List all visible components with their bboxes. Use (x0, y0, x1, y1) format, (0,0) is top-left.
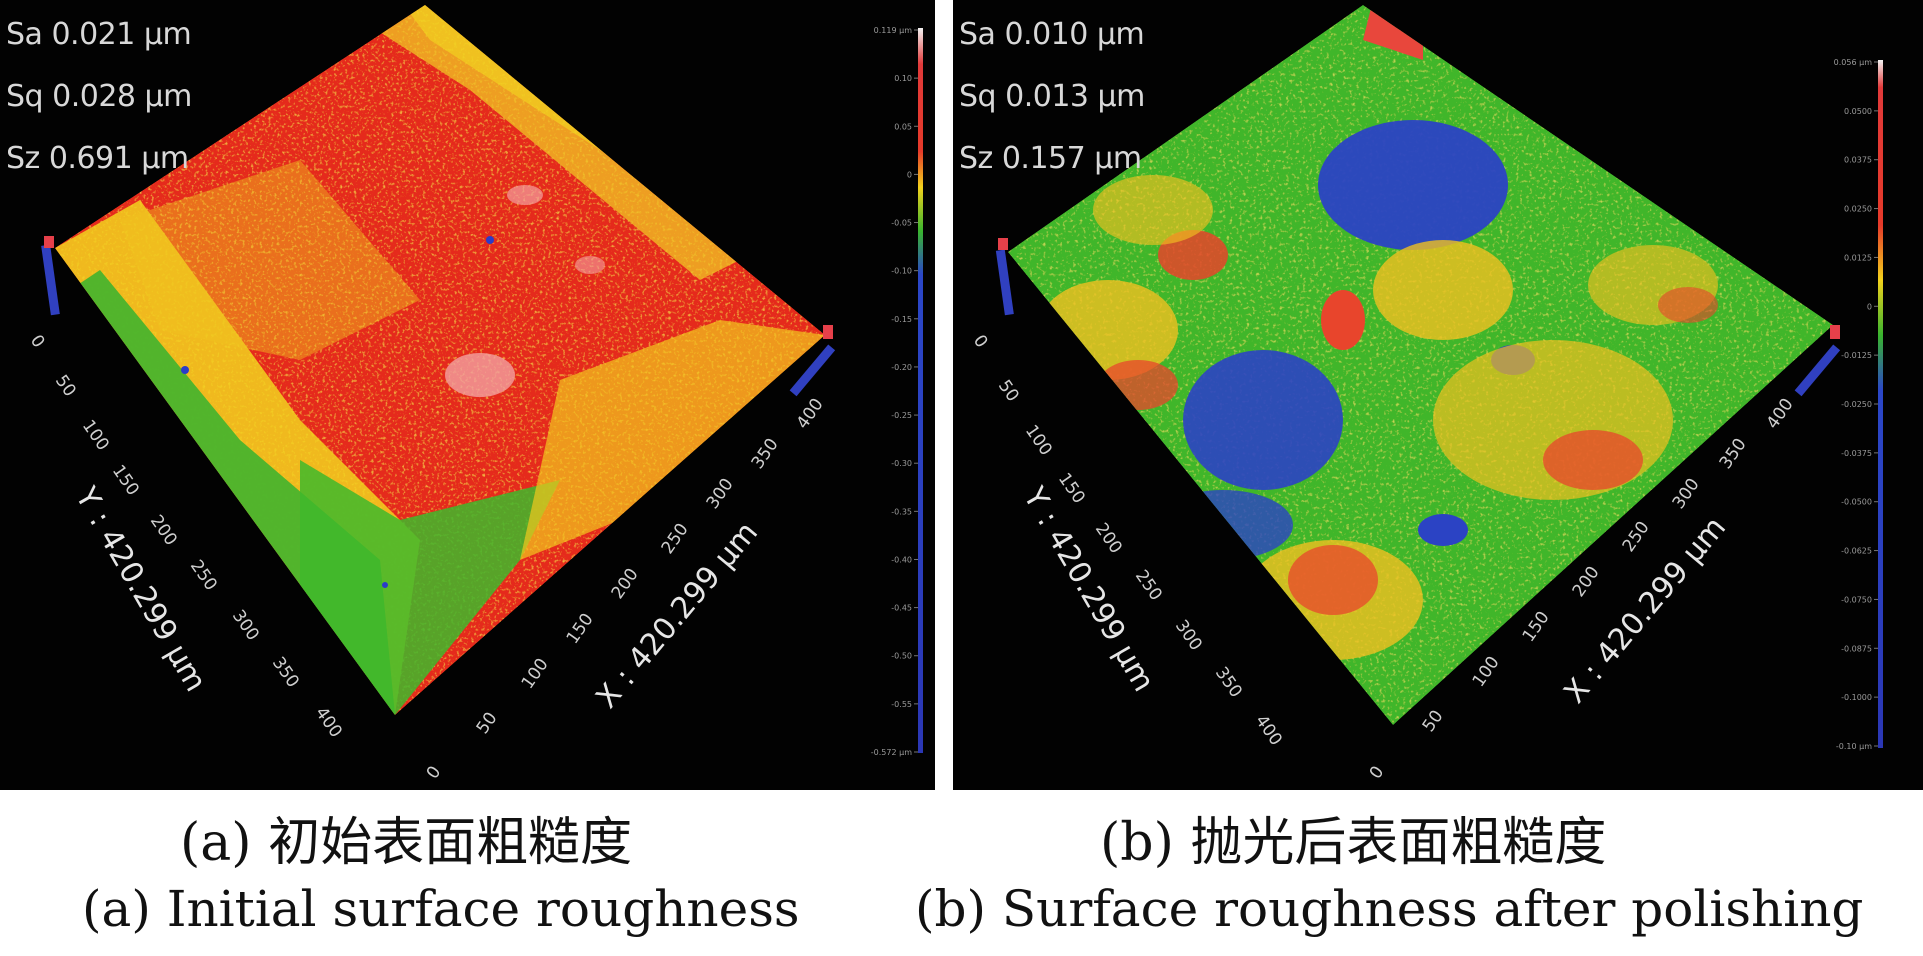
colorbar-tick-label: -0.1000 (1841, 693, 1872, 702)
caption-zh-b: (b) 抛光后表面粗糙度 (1100, 813, 1607, 873)
colorbar-tick-label: -0.45 (891, 604, 912, 613)
x-tick: 350 (748, 435, 783, 473)
y-tick: 250 (186, 556, 221, 594)
colorbar-tick-label: -0.15 (891, 315, 912, 324)
x-tick: 150 (563, 610, 598, 648)
sq-value: Sq 0.028 μm (6, 79, 192, 114)
colorbar-tick-label: 0.0250 (1844, 205, 1872, 214)
y-tick: 200 (1091, 519, 1126, 557)
roughness-stats-b: Sa 0.010 μm Sq 0.013 μm Sz 0.157 μm (959, 4, 1145, 190)
y-tick: 100 (78, 416, 113, 454)
x-tick: 50 (473, 709, 502, 738)
colorbar-tick-label: -0.50 (891, 652, 912, 661)
colorbar-tick-label: 0.056 μm (1834, 58, 1873, 67)
x-tick: 150 (1519, 608, 1554, 646)
y-tick: 150 (108, 461, 143, 499)
colorbar-tick-label: -0.0500 (1841, 498, 1872, 507)
colorbar-tick-label: -0.35 (891, 507, 912, 516)
x-tick: 400 (1763, 395, 1798, 433)
y-tick: 0 (26, 331, 49, 351)
caption-en-b: (b) Surface roughness after polishing (915, 880, 1864, 938)
y-tick: 300 (228, 606, 263, 644)
colorbar-tick-label: -0.0750 (1841, 595, 1872, 604)
surface-panel-b: 0 50 100 150 200 250 300 350 400 Y : 420… (953, 0, 1923, 790)
x-tick: 0 (1366, 763, 1389, 783)
y-tick: 250 (1131, 566, 1166, 604)
x-tick: 100 (1469, 653, 1504, 691)
axis-marker-right-b (1794, 325, 1841, 397)
colorbar-tick-label: -0.10 μm (1836, 742, 1872, 751)
roughness-stats-a: Sa 0.021 μm Sq 0.028 μm Sz 0.691 μm (6, 4, 192, 190)
colorbar-tick-label: 0.119 μm (874, 26, 913, 35)
x-tick: 300 (1669, 475, 1704, 513)
caption-zh-a: (a) 初始表面粗糙度 (180, 813, 633, 873)
x-tick: 300 (703, 475, 738, 513)
colorbar-tick-label: 0.0375 (1844, 156, 1872, 165)
x-tick: 250 (1619, 518, 1654, 556)
surface-plot-a: 0 50 100 150 200 250 300 350 400 Y : 420… (26, 5, 923, 783)
x-tick: 0 (423, 763, 446, 783)
y-tick: 50 (51, 371, 80, 400)
colorbar-tick-label: -0.0625 (1841, 547, 1872, 556)
x-tick: 250 (658, 520, 693, 558)
axis-marker-left-b (995, 238, 1014, 316)
y-tick: 100 (1021, 421, 1056, 459)
y-tick: 350 (268, 653, 303, 691)
sz-value: Sz 0.157 μm (959, 141, 1142, 176)
sa-value: Sa 0.021 μm (6, 17, 192, 52)
caption-en-a: (a) Initial surface roughness (82, 880, 800, 938)
colorbar-tick-label: -0.0375 (1841, 449, 1872, 458)
height-map-b (1008, 5, 1833, 725)
colorbar-tick-label: -0.0875 (1841, 644, 1872, 653)
surface-panel-a: 0 50 100 150 200 250 300 350 400 Y : 420… (0, 0, 935, 790)
colorbar-tick-label: -0.0250 (1841, 400, 1872, 409)
axis-marker-left-a (41, 236, 60, 316)
y-tick: 300 (1171, 616, 1206, 654)
colorbar-tick-label: -0.0125 (1841, 351, 1872, 360)
colorbar-b: 0.056 μm 0.0500 0.0375 0.0250 0.0125 0 -0.0125… (1834, 58, 1883, 751)
x-tick: 350 (1716, 435, 1751, 473)
x-tick: 100 (518, 655, 553, 693)
axis-marker-right-a (789, 325, 836, 397)
colorbar-tick-label: -0.572 μm (871, 748, 912, 757)
colorbar-tick-label: 0.05 (894, 122, 912, 131)
height-map-a (55, 5, 825, 715)
y-tick: 400 (311, 703, 346, 741)
colorbar-tick-label: 0.0500 (1844, 107, 1872, 116)
colorbar-tick-label: -0.30 (891, 459, 912, 468)
y-tick: 200 (146, 511, 181, 549)
y-tick: 400 (1251, 711, 1286, 749)
y-tick: 350 (1211, 663, 1246, 701)
colorbar-tick-label: -0.20 (891, 363, 912, 372)
colorbar-tick-label: -0.10 (891, 267, 912, 276)
colorbar-tick-label: -0.40 (891, 555, 912, 564)
sz-value: Sz 0.691 μm (6, 141, 189, 176)
colorbar-tick-label: -0.25 (891, 411, 912, 420)
y-tick: 50 (994, 376, 1023, 405)
x-tick: 400 (793, 395, 828, 433)
y-axis-title-a: Y : 420.299 μm (68, 481, 214, 698)
colorbar-tick-label: 0 (907, 170, 912, 179)
y-tick: 0 (969, 331, 992, 351)
colorbar-tick-label: -0.55 (891, 700, 912, 709)
sa-value: Sa 0.010 μm (959, 17, 1145, 52)
sq-value: Sq 0.013 μm (959, 79, 1145, 114)
x-tick: 50 (1419, 707, 1448, 736)
x-tick: 200 (1569, 563, 1604, 601)
colorbar-tick-label: 0.10 (894, 74, 912, 83)
x-tick: 200 (608, 565, 643, 603)
colorbar-tick-label: 0.0125 (1844, 253, 1872, 262)
colorbar-tick-label: -0.05 (891, 219, 912, 228)
colorbar-tick-label: 0 (1867, 302, 1872, 311)
surface-plot-b: 0 50 100 150 200 250 300 350 400 Y : 420… (969, 5, 1883, 783)
colorbar-a: 0.119 μm 0.10 0.05 0 -0.05 -0.10 -0.15 -0.20 -0.… (871, 26, 923, 757)
